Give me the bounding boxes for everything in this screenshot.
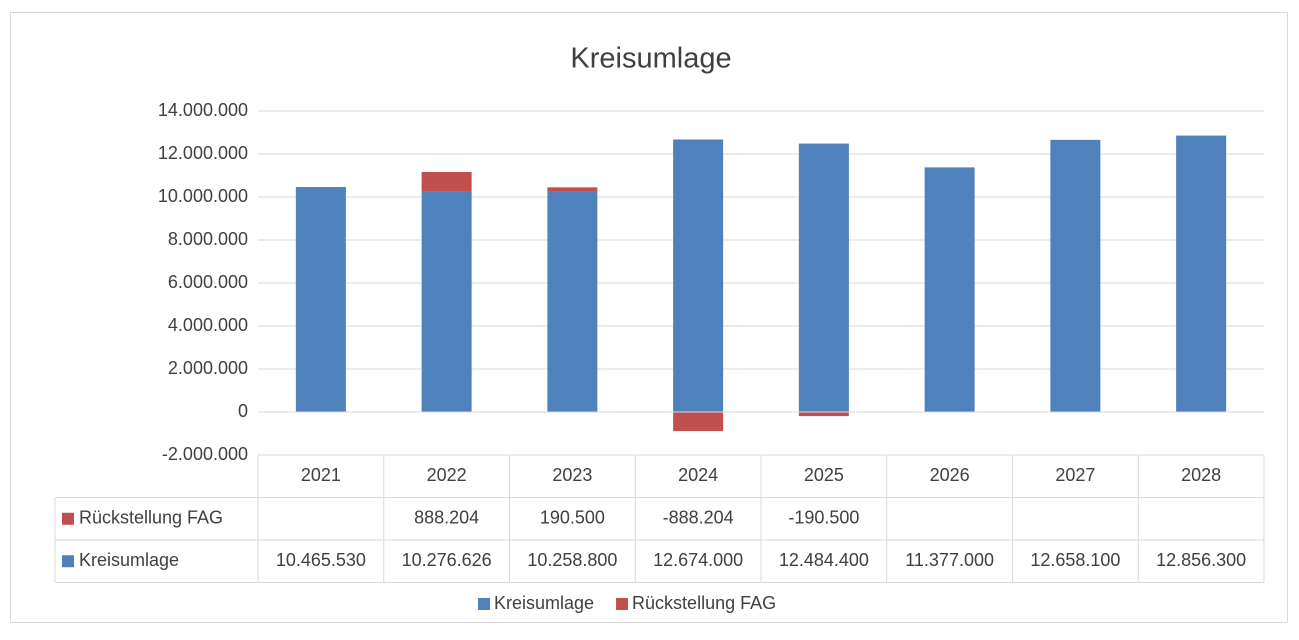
table-cell: 12.856.300 [1156,550,1246,570]
table-cell: -190.500 [788,508,859,528]
bar [547,191,598,412]
table-cell: 888.204 [414,508,479,528]
y-tick-label: 10.000.000 [158,186,248,206]
x-tick-label: 2026 [930,465,970,485]
y-tick-label: 8.000.000 [168,229,248,249]
y-tick-label: -2.000.000 [162,444,248,464]
bar [1050,139,1101,413]
chart-title: Kreisumlage [570,43,731,75]
legend-label: Kreisumlage [494,593,594,613]
bar [673,412,724,432]
table-swatch [62,512,74,525]
x-tick-label: 2023 [552,465,592,485]
table-row-label: Rückstellung FAG [79,508,223,528]
bar [673,139,724,412]
bar [547,187,598,192]
y-tick-label: 14.000.000 [158,100,248,120]
bar [295,186,346,412]
x-tick-label: 2024 [678,465,718,485]
table-cell: 12.658.100 [1030,550,1120,570]
x-tick-label: 2025 [804,465,844,485]
table-cell: 10.465.530 [276,550,366,570]
bar [798,143,849,413]
table-cell: 190.500 [540,508,605,528]
table-cell: 10.258.800 [527,550,617,570]
legend-label: Rückstellung FAG [632,593,776,613]
bar [1176,135,1227,413]
table-cell: 12.674.000 [653,550,743,570]
y-tick-label: 6.000.000 [168,272,248,292]
y-tick-label: 0 [238,401,248,421]
x-tick-label: 2028 [1181,465,1221,485]
legend-swatch [616,598,629,610]
table-row-label: Kreisumlage [79,550,179,570]
table-cell: -888.204 [663,508,734,528]
legend-swatch [478,598,490,610]
bar [421,171,472,192]
table-cell: 11.377.000 [905,550,994,570]
bar [421,191,472,412]
bar [798,412,849,417]
x-tick-label: 2022 [427,465,467,485]
table-swatch [62,555,74,568]
x-tick-label: 2027 [1055,465,1095,485]
bar [924,167,975,412]
y-tick-label: 2.000.000 [168,358,248,378]
y-tick-label: 4.000.000 [168,315,248,335]
table-cell: 10.276.626 [402,550,492,570]
x-tick-label: 2021 [301,465,341,485]
y-tick-label: 12.000.000 [158,143,248,163]
table-cell: 12.484.400 [779,550,869,570]
